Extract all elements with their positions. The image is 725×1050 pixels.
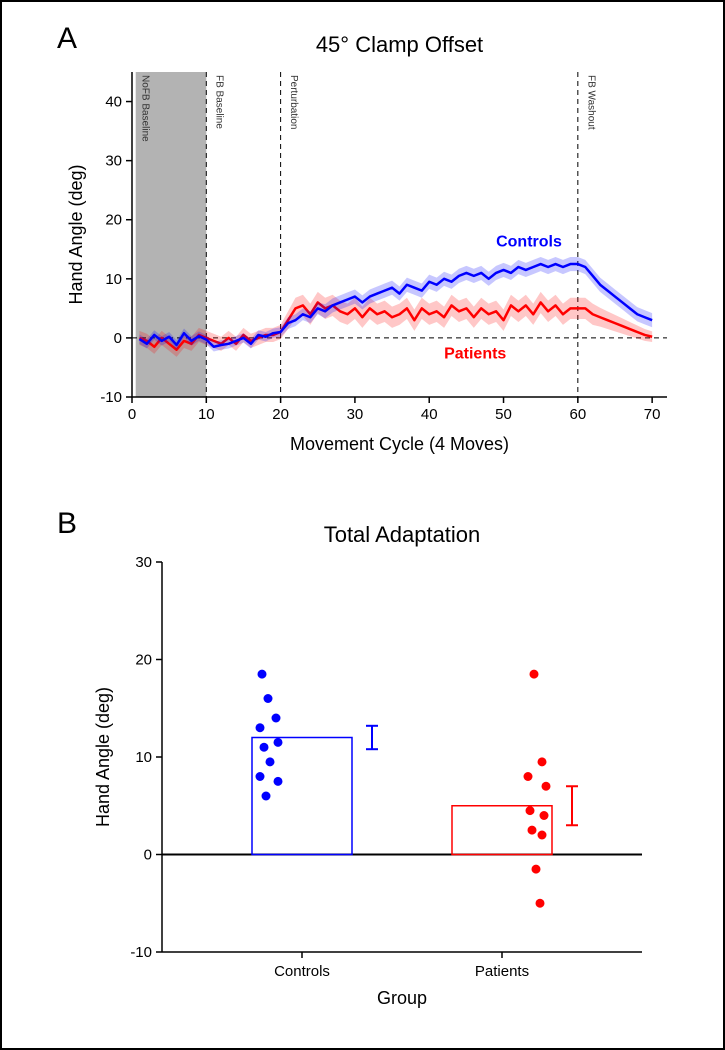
svg-text:10: 10 — [198, 406, 215, 423]
svg-text:0: 0 — [128, 406, 136, 423]
panel-b-label: B — [57, 507, 77, 541]
svg-text:FB Washout: FB Washout — [585, 75, 596, 130]
svg-text:30: 30 — [105, 153, 122, 170]
svg-text:50: 50 — [495, 406, 512, 423]
svg-text:10: 10 — [105, 271, 122, 288]
svg-text:Hand Angle (deg): Hand Angle (deg) — [93, 687, 113, 827]
svg-text:-10: -10 — [130, 944, 152, 961]
svg-text:FB Baseline: FB Baseline — [214, 75, 225, 129]
svg-text:Controls: Controls — [496, 233, 562, 250]
svg-text:40: 40 — [105, 94, 122, 111]
svg-text:20: 20 — [105, 212, 122, 229]
figure-container: A 45° Clamp OffsetNoFB BaselineFB Baseli… — [0, 0, 725, 1050]
svg-text:NoFB Baseline: NoFB Baseline — [139, 75, 150, 142]
panel-b-chart: Total Adaptation -10 0 10 20 30 Controls Patien… — [87, 522, 667, 1022]
svg-text:Movement Cycle (4 Moves): Movement Cycle (4 Moves) — [290, 434, 509, 454]
svg-text:30: 30 — [135, 554, 152, 571]
svg-text:Controls: Controls — [274, 963, 330, 980]
panel-a-chart: 45° Clamp Offset NoFB Baseline FB Baseline… — [62, 32, 682, 462]
svg-text:-10: -10 — [100, 389, 122, 406]
svg-text:Patients: Patients — [444, 346, 506, 363]
svg-text:60: 60 — [569, 406, 586, 423]
svg-text:Total Adaptation: Total Adaptation — [324, 522, 481, 547]
svg-text:Hand Angle (deg): Hand Angle (deg) — [66, 164, 86, 304]
svg-text:0: 0 — [114, 330, 122, 347]
svg-text:45° Clamp Offset: 45° Clamp Offset — [316, 32, 483, 57]
svg-text:Patients: Patients — [475, 963, 529, 980]
svg-text:10: 10 — [135, 749, 152, 766]
svg-text:30: 30 — [347, 406, 364, 423]
svg-text:20: 20 — [272, 406, 289, 423]
svg-text:40: 40 — [421, 406, 438, 423]
svg-text:Group: Group — [377, 988, 427, 1008]
svg-text:Perturbation: Perturbation — [288, 75, 299, 129]
svg-text:0: 0 — [144, 847, 152, 864]
svg-text:20: 20 — [135, 652, 152, 669]
svg-text:70: 70 — [644, 406, 661, 423]
